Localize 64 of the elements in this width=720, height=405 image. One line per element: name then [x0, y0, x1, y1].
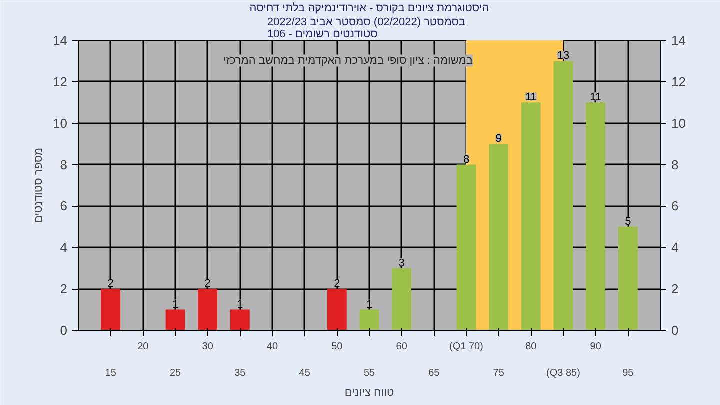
bar — [618, 226, 638, 330]
x-tick-label: 15 — [105, 368, 117, 379]
bar — [198, 289, 218, 330]
x-tick-label: 90 — [590, 342, 602, 352]
y2-tick-label: 14 — [672, 33, 686, 48]
x-tick-label: 35 — [234, 368, 246, 379]
bar — [360, 310, 380, 330]
y2-tick-label: 4 — [672, 240, 679, 256]
bar — [521, 102, 541, 330]
y-tick-label: 0 — [60, 323, 68, 338]
x-tick-label: 30 — [202, 342, 214, 352]
data-label: 11 — [590, 92, 602, 104]
x-tick-label: 95 — [622, 368, 634, 379]
data-label: 5 — [625, 216, 632, 228]
y-tick-label: 4 — [60, 240, 68, 256]
data-label: 2 — [334, 278, 340, 290]
data-label: 9 — [496, 133, 502, 146]
y2-tick-label: 0 — [672, 323, 679, 338]
bar — [166, 310, 186, 330]
x-tick-label: (Q3 85) — [546, 368, 580, 379]
x-tick-label: 25 — [170, 368, 182, 379]
data-label: 1 — [237, 298, 244, 311]
x-tick-label: 55 — [364, 368, 376, 379]
y-axis-title: מספר סטודנטים — [33, 148, 46, 224]
y-tick-label: 12 — [53, 74, 68, 90]
bar — [101, 289, 121, 330]
chart-title: היסטוגרמת ציונים בקורס - אוירודינמיקה בלתי דחיסה — [250, 2, 490, 14]
y2-tick-label: 6 — [672, 198, 679, 214]
bar — [327, 289, 347, 330]
x-tick-label: 75 — [493, 368, 505, 379]
y-tick-label: 2 — [60, 282, 68, 297]
y-tick-label: 6 — [60, 198, 68, 214]
y2-tick-label: 10 — [672, 116, 686, 131]
data-label: 1 — [172, 298, 179, 311]
x-tick-label: (Q1 70) — [450, 342, 484, 352]
bar — [456, 164, 476, 330]
y-tick-label: 8 — [60, 157, 68, 172]
data-label: 8 — [463, 154, 470, 166]
x-tick-label: 40 — [266, 342, 278, 352]
bar — [230, 310, 250, 330]
data-label: 11 — [525, 92, 537, 104]
annotation: במשומה : ציון סופי במערכת האקדמית במחשב המרכזי — [224, 54, 474, 67]
chart-subtitle: בסמסטר (02/2022) סמסטר אביב 2022/23 סטודנטים רשומים - 106 — [267, 16, 466, 40]
y-tick-label: 14 — [53, 33, 68, 48]
y-tick-label: 10 — [53, 116, 68, 131]
x-tick-label: 45 — [299, 368, 311, 379]
x-tick-label: 20 — [138, 342, 150, 352]
x-tick-label: 65 — [428, 368, 440, 379]
y2-tick-label: 8 — [672, 157, 679, 172]
x-axis-title: טווח ציונים — [344, 386, 394, 399]
y2-tick-label: 2 — [672, 282, 679, 297]
data-label: 2 — [108, 278, 114, 290]
data-label: 13 — [557, 50, 570, 62]
data-label: 3 — [398, 257, 405, 270]
x-tick-label: 50 — [332, 342, 344, 352]
bar — [586, 102, 606, 330]
x-tick-label: 60 — [396, 342, 408, 352]
data-label: 2 — [204, 278, 211, 290]
bar — [489, 144, 509, 330]
x-tick-label: 80 — [526, 342, 538, 352]
data-label: 1 — [366, 298, 373, 311]
y2-tick-label: 12 — [672, 74, 686, 90]
bar — [392, 268, 412, 330]
bar — [554, 61, 574, 330]
